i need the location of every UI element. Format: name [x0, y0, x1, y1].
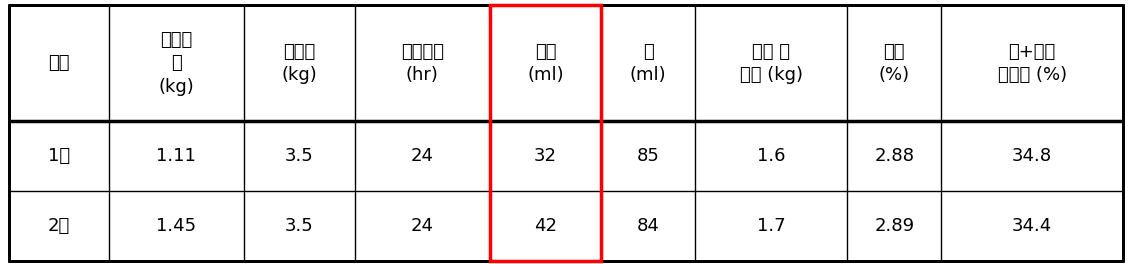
- Text: 3.5: 3.5: [285, 217, 314, 235]
- Text: 1.7: 1.7: [757, 217, 786, 235]
- Bar: [490, 5, 601, 261]
- Text: 2.89: 2.89: [874, 217, 915, 235]
- Text: 84: 84: [636, 217, 660, 235]
- Text: 오일
(ml): 오일 (ml): [528, 43, 564, 84]
- Text: 34.4: 34.4: [1012, 217, 1053, 235]
- Text: 2.88: 2.88: [874, 147, 915, 166]
- Text: 구분: 구분: [49, 54, 70, 72]
- Text: 32: 32: [534, 147, 557, 166]
- Text: 1.6: 1.6: [757, 147, 786, 166]
- Text: 1.11: 1.11: [156, 147, 196, 166]
- Text: 1.45: 1.45: [156, 217, 196, 235]
- Text: 2차: 2차: [48, 217, 70, 235]
- Text: 85: 85: [636, 147, 660, 166]
- Text: 액상 슬
러지 (kg): 액상 슬 러지 (kg): [739, 43, 803, 84]
- Text: 수
(ml): 수 (ml): [629, 43, 667, 84]
- Text: 24: 24: [411, 217, 434, 235]
- Text: 수+액상
슬러지 (%): 수+액상 슬러지 (%): [997, 43, 1066, 84]
- Text: 오일
(%): 오일 (%): [878, 43, 910, 84]
- Text: 34.8: 34.8: [1012, 147, 1052, 166]
- Text: 42: 42: [534, 217, 557, 235]
- Text: 3.5: 3.5: [285, 147, 314, 166]
- Text: 증류수
(kg): 증류수 (kg): [282, 43, 317, 84]
- Text: 24: 24: [411, 147, 434, 166]
- Text: 편백건
잎
(kg): 편백건 잎 (kg): [158, 31, 194, 96]
- Text: 1차: 1차: [48, 147, 70, 166]
- Text: 추출시간
(hr): 추출시간 (hr): [401, 43, 444, 84]
